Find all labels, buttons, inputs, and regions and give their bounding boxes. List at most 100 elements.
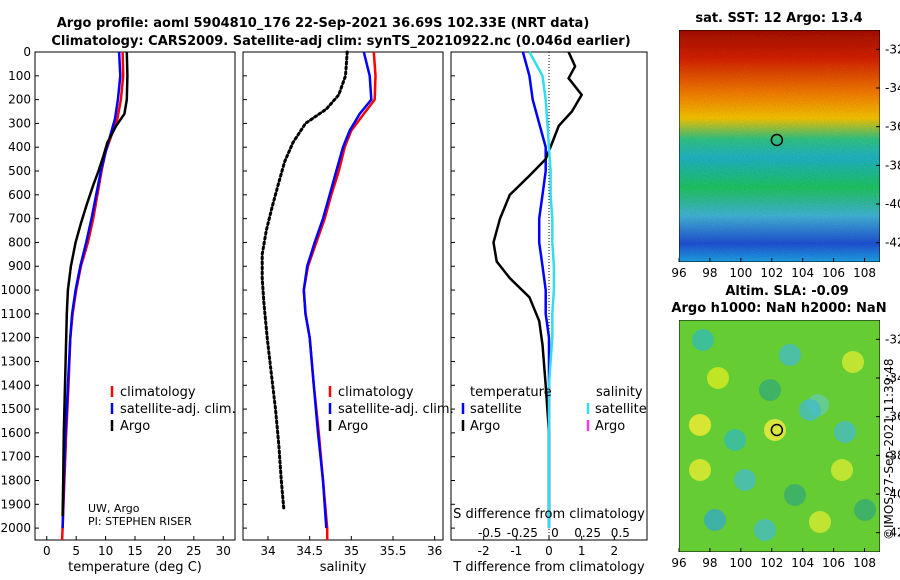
map-x-tick-label: 102 <box>760 266 783 280</box>
sst-field <box>679 30 880 262</box>
y-tick-label: 1700 <box>0 450 31 464</box>
map-y-tick-label: -32 <box>885 42 900 56</box>
sla-eddy <box>704 509 726 531</box>
temperature-x-label: temperature (deg C) <box>68 560 202 575</box>
map-y-tick-label: -34 <box>885 81 900 95</box>
y-tick-label: 600 <box>8 188 31 202</box>
map-y-tick-label: -42 <box>885 526 900 540</box>
sla-eddy <box>692 329 714 351</box>
map-y-tick-label: -40 <box>885 197 900 211</box>
legend-salinity-title: salinity <box>596 385 643 400</box>
y-tick-label: 800 <box>8 235 31 249</box>
x-tick-label: 0 <box>545 544 553 558</box>
sst-map <box>679 30 880 262</box>
y-tick-label: 1600 <box>0 426 31 440</box>
x-tick-label: 34 <box>260 544 275 558</box>
map-x-tick-label: 98 <box>702 266 717 280</box>
satellite-adj-clim--line <box>61 51 122 529</box>
y-tick-label: 1000 <box>0 283 31 297</box>
sla-eddy <box>809 511 831 533</box>
x-tick-label: 10 <box>98 544 113 558</box>
y-tick-label: 1300 <box>0 354 31 368</box>
map-y-tick-label: -38 <box>885 158 900 172</box>
x-tick-label: 1 <box>578 544 586 558</box>
sla-eddy <box>689 459 711 481</box>
legend-temperature-title: temperature <box>470 385 552 400</box>
temperature-argo-line <box>492 51 584 517</box>
x-tick-label: -2 <box>478 544 490 558</box>
satellite-adj-clim--line <box>302 51 373 529</box>
x-tick-label: 0 <box>43 544 51 558</box>
y-tick-label: 2000 <box>0 521 31 535</box>
sla-eddy <box>779 344 801 366</box>
y-tick-label: 1200 <box>0 331 31 345</box>
map-x-tick-label: 106 <box>822 266 845 280</box>
map-y-tick-label: -40 <box>885 487 900 501</box>
sla-eddy <box>724 429 746 451</box>
argo-line <box>260 50 349 511</box>
salinity-panel-frame <box>242 51 444 541</box>
sla-eddy <box>754 519 776 541</box>
map-x-tick-label: 102 <box>760 556 783 570</box>
profile-location-marker <box>770 133 784 147</box>
s-tick-label: 0 <box>551 526 559 540</box>
y-tick-label: 1900 <box>0 497 31 511</box>
legend-argo-label: Argo <box>338 419 368 434</box>
legend-satellite-label: satellite-adj. clim. <box>338 402 454 417</box>
sla-eddy <box>799 399 821 421</box>
map-x-tick-label: 104 <box>791 266 814 280</box>
map-y-tick-label: -32 <box>885 332 900 346</box>
salinity-satellite-line <box>528 51 556 529</box>
difference-legend: temperature salinity satellite Argo sate… <box>461 385 647 434</box>
x-tick-label: 5 <box>72 544 80 558</box>
x-tick-label: 35 <box>344 544 359 558</box>
legend-argo-label: Argo <box>120 419 150 434</box>
map-y-tick-label: -34 <box>885 371 900 385</box>
map-y-tick-label: -42 <box>885 236 900 250</box>
y-tick-label: 200 <box>8 93 31 107</box>
y-tick-label: 900 <box>8 259 31 273</box>
map-x-tick-label: 96 <box>671 556 686 570</box>
x-tick-label: 30 <box>216 544 231 558</box>
difference-from-climatology-plot: -2 -1 0 1 2 -0.5 -0.25 0 0.25 0.5 <box>451 51 630 558</box>
sla-eddy <box>707 367 729 389</box>
sla-map-title-line2: Argo h1000: NaN h2000: NaN <box>671 301 886 316</box>
difference-x-label: T difference from climatology <box>452 560 645 575</box>
temperature-satellite-line <box>521 51 551 529</box>
temperature-profile-plot: 0100200300400500600700800900100011001200… <box>0 45 230 558</box>
s-tick-label: -0.25 <box>507 526 538 540</box>
sla-eddy <box>759 379 781 401</box>
map-x-tick-label: 96 <box>671 266 686 280</box>
profile-location-marker <box>770 423 784 437</box>
y-tick-label: 1500 <box>0 402 31 416</box>
salinity-profile-plot: 34 34.5 35 35.5 36 <box>243 50 442 558</box>
salinity-x-label: salinity <box>320 560 367 575</box>
y-tick-label: 1400 <box>0 378 31 392</box>
map-x-tick-label: 108 <box>853 266 876 280</box>
sla-eddy <box>834 421 856 443</box>
y-tick-label: 100 <box>8 69 31 83</box>
difference-top-x-label: S difference from climatology <box>453 507 645 522</box>
x-tick-label: 35.5 <box>380 544 407 558</box>
y-tick-label: 700 <box>8 212 31 226</box>
argo-line <box>61 51 129 517</box>
sla-eddy <box>734 469 756 491</box>
x-tick-label: 15 <box>127 544 142 558</box>
x-tick-label: 20 <box>157 544 172 558</box>
sst-map-title: sat. SST: 12 Argo: 13.4 <box>695 11 862 26</box>
map-x-tick-label: 98 <box>702 556 717 570</box>
sla-anomaly-blobs <box>689 329 876 541</box>
map-axes: 96 98 100 102 104 106 108 -32 -34 -36 -38 -40 -42 96 9… <box>671 42 900 570</box>
sla-eddy <box>784 484 806 506</box>
legend-s-satellite-label: satellite <box>595 402 647 417</box>
legend-t-satellite-label: satellite <box>470 402 522 417</box>
y-tick-label: 1100 <box>0 307 31 321</box>
y-tick-label: 300 <box>8 116 31 130</box>
x-tick-label: 2 <box>611 544 619 558</box>
x-tick-label: 36 <box>427 544 442 558</box>
y-tick-label: 400 <box>8 140 31 154</box>
y-tick-label: 1800 <box>0 473 31 487</box>
sla-map-title-line1: Altim. SLA: -0.09 <box>725 284 848 299</box>
sla-eddy <box>689 414 711 436</box>
sla-eddy <box>842 351 864 373</box>
